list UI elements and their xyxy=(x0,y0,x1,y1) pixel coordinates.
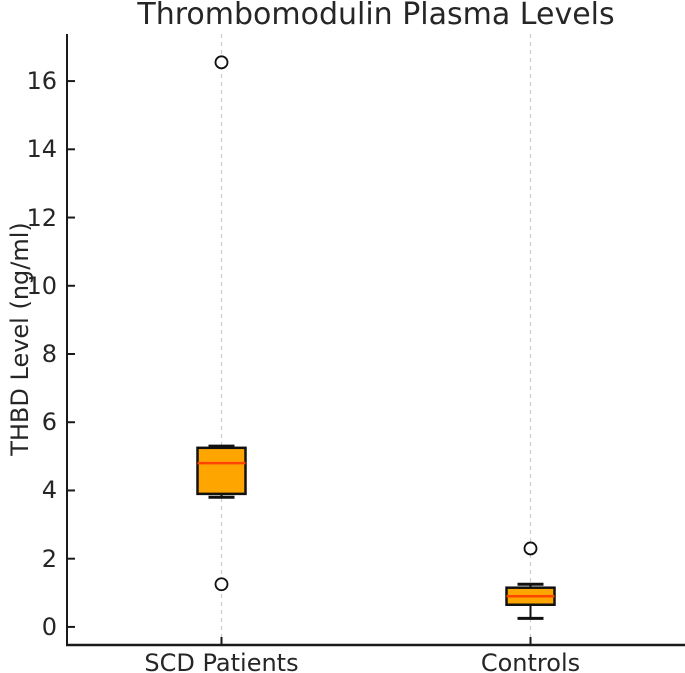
x-tick-label-1: Controls xyxy=(480,649,581,673)
outlier-marker xyxy=(214,55,229,70)
chart-title: Thrombomodulin Plasma Levels xyxy=(137,0,615,32)
outlier-marker xyxy=(214,577,229,592)
y-tick-label-0: 0 xyxy=(41,612,57,641)
x-tick-label-0: SCD Patients xyxy=(144,649,299,673)
outlier-marker xyxy=(523,541,538,556)
y-tick-label-10: 10 xyxy=(26,271,57,300)
y-tick-label-12: 12 xyxy=(26,203,57,232)
y-tick-label-8: 8 xyxy=(41,339,57,368)
y-tick-label-2: 2 xyxy=(41,544,57,573)
box-0 xyxy=(196,446,247,496)
y-tick-label-16: 16 xyxy=(26,67,57,96)
y-tick-label-14: 14 xyxy=(26,135,57,164)
y-tick-label-4: 4 xyxy=(41,476,57,505)
y-tick-label-6: 6 xyxy=(41,408,57,437)
